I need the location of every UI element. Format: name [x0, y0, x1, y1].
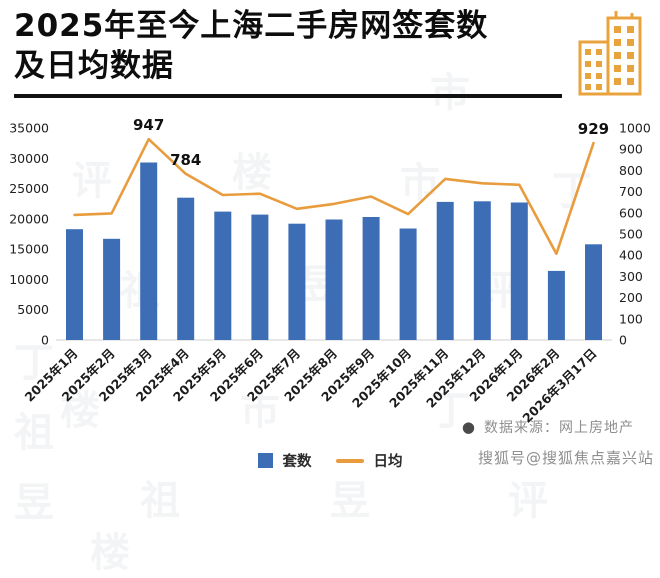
- right-axis-tick: 800: [619, 163, 643, 178]
- right-axis-tick: 600: [619, 205, 643, 220]
- chart-bar: [325, 219, 343, 340]
- sohu-watermark: 搜狐号@搜狐焦点嘉兴站: [477, 449, 654, 467]
- right-axis-tick: 1000: [619, 121, 651, 136]
- left-axis-tick: 30000: [9, 151, 49, 166]
- chart-bar: [103, 238, 121, 340]
- left-axis-tick: 0: [41, 333, 49, 348]
- chart-bar: [473, 201, 491, 340]
- chart-bar: [399, 228, 417, 340]
- chart-bar: [177, 197, 195, 340]
- chart-bar: [510, 202, 528, 340]
- right-axis-tick: 100: [619, 311, 643, 326]
- title-block: 2025年至今上海二手房网签套数 及日均数据: [14, 6, 562, 98]
- left-axis-tick: 35000: [9, 121, 49, 136]
- buildings-icon: [566, 8, 654, 100]
- chart-bar: [362, 217, 380, 340]
- right-axis-tick: 400: [619, 248, 643, 263]
- left-axis-tick: 10000: [9, 272, 49, 287]
- page-title-line-1: 2025年至今上海二手房网签套数: [14, 8, 489, 44]
- combo-chart: 0 5000 10000 15000 20000 25000 30000 35000 0 100 2…: [0, 102, 660, 446]
- legend-line-label: 日均: [373, 454, 403, 470]
- chart-bar: [288, 223, 306, 340]
- chart-bar: [214, 211, 232, 340]
- right-axis-tick: 900: [619, 142, 643, 157]
- left-axis-tick: 25000: [9, 181, 49, 196]
- page: 2025年至今上海二手房网签套数 及日均数据: [0, 0, 660, 471]
- page-title-line-2: 及日均数据: [14, 48, 174, 84]
- line-point-label: 784: [170, 151, 201, 169]
- chart-bar: [436, 201, 454, 340]
- chart-bar: [585, 244, 602, 340]
- chart-line: [73, 137, 595, 255]
- right-axis-tick: 200: [619, 290, 643, 305]
- legend-line-swatch: [335, 458, 364, 463]
- watermark-char: 祖: [140, 478, 180, 524]
- left-axis-tick: 15000: [9, 242, 49, 257]
- right-axis-tick: 300: [619, 269, 643, 284]
- data-source: ● 数据来源：网上房地产: [462, 417, 634, 437]
- header: 2025年至今上海二手房网签套数 及日均数据: [0, 0, 660, 100]
- chart-bar: [251, 214, 269, 340]
- legend-bars-label: 套数: [282, 454, 312, 470]
- watermark-char: 评: [508, 478, 548, 524]
- watermark-char: 昱: [330, 478, 370, 524]
- chart-bar: [547, 270, 565, 340]
- chart-bar: [140, 162, 158, 340]
- watermark-char: 楼: [90, 530, 130, 576]
- right-axis-tick: 0: [619, 333, 627, 348]
- right-axis-tick: 500: [619, 227, 643, 242]
- line-point-label: 929: [578, 120, 609, 138]
- left-axis-tick: 20000: [9, 211, 49, 226]
- watermark-char: 昱: [14, 480, 54, 526]
- source-text: 数据来源：网上房地产: [484, 420, 634, 436]
- legend-bar-swatch: [257, 453, 273, 468]
- right-axis-tick: 700: [619, 184, 643, 199]
- source-bullet: ●: [461, 418, 476, 436]
- chart-legend: 套数 日均: [0, 450, 660, 471]
- chart-canvas: 0 5000 10000 15000 20000 25000 30000 35000 0 100 2…: [9, 116, 651, 425]
- left-axis-tick: 5000: [17, 302, 49, 317]
- line-point-label: 947: [133, 116, 164, 134]
- chart-bar: [66, 229, 83, 340]
